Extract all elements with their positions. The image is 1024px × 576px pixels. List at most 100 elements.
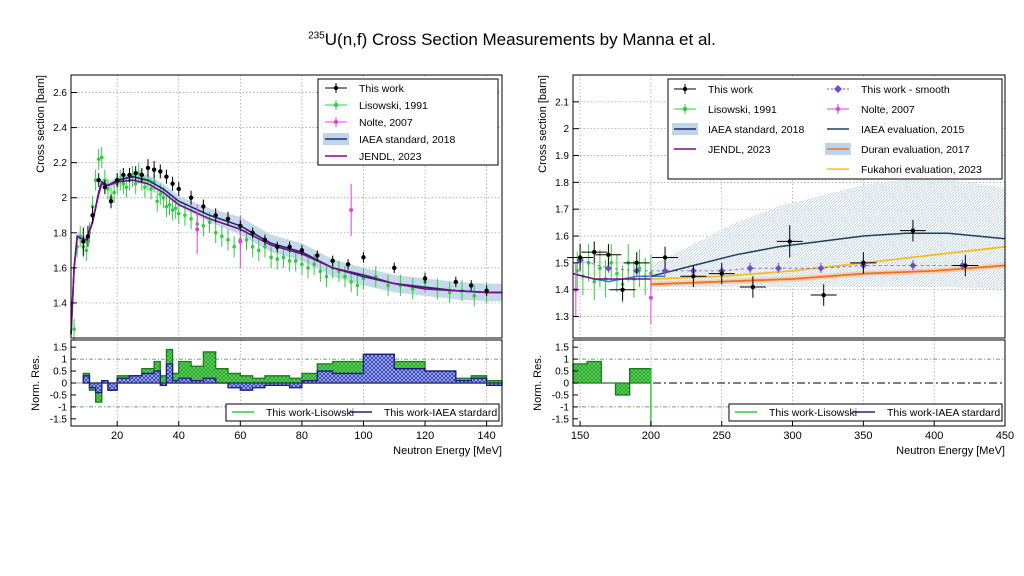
left-bottom-xlabel: Neutron Energy [MeV] [393,445,502,457]
lisowski-marker [183,213,187,218]
lisowski-marker [318,269,323,274]
right-top-legend-5-label: IAEA evaluation, 2015 [861,124,964,136]
right-bottom-ylabel: Norm. Res. [532,355,544,411]
this-work-high-marker [787,239,792,244]
this-work-high-marker [691,274,696,279]
lisowski-marker [96,157,101,161]
this-work-marker [114,178,120,183]
this-work-smooth-marker [817,264,825,272]
this-work-marker [453,279,459,285]
lisowski-high-marker [615,271,619,276]
left-bottom-ytick-label: 1 [61,355,67,366]
left-top-ytick-label: 1.6 [53,263,67,274]
this-work-marker [275,244,280,250]
left-bottom-xtick-label: 120 [416,430,434,442]
this-work-marker [188,195,194,200]
lisowski-marker [256,248,261,253]
lisowski-marker [275,257,280,261]
this-work-high-marker [606,252,611,258]
this-work-high-marker [821,292,826,298]
lisowski-marker [250,245,255,249]
right-top-ytick-label: 1.7 [555,205,569,216]
left-top-legend-4-label: JENDL, 2023 [359,151,422,163]
left-bottom-xtick-label: 140 [477,430,495,442]
this-work-marker [299,248,305,253]
left-bottom-ytick-label: 1.5 [53,343,67,354]
lisowski-marker [164,204,169,209]
this-work-smooth-marker [661,267,669,275]
lisowski-marker [99,155,104,160]
right-top-ytick-label: 1.8 [555,178,569,189]
right-bottom-xtick-label: 400 [925,430,943,442]
left-top-ytick-label: 1.8 [53,228,67,239]
left-top-ytick-label: 2.6 [53,88,67,99]
this-work-marker [145,165,151,171]
left-bottom-ytick-label: -0.5 [50,390,68,401]
left-bottom-ytick-label: 0 [61,379,67,390]
this-work-marker [250,230,255,235]
lisowski-marker [170,208,175,212]
nolte-marker [195,227,200,232]
lisowski-marker [447,290,452,295]
right-bottom-legend-0-label: This work-Lisowski [769,407,857,419]
this-work-marker [315,253,320,258]
iaea-evaluation-band [650,179,1005,290]
lisowski-high-marker [575,269,580,273]
this-work-marker [139,172,145,178]
this-work-smooth-marker [909,262,917,270]
this-work-marker [422,276,428,281]
lisowski-marker [386,283,390,288]
nolte-high-marker [648,295,653,300]
lisowski-marker [173,206,178,211]
lisowski-marker [136,171,141,175]
right-bottom-xtick-label: 150 [571,430,589,442]
right-bottom-xlabel: Neutron Energy [MeV] [896,445,1005,457]
lisowski-marker [312,262,317,267]
lisowski-high-marker [598,266,602,271]
left-top-legend-box [317,78,499,166]
lisowski-marker [72,327,76,332]
this-work-high-marker [750,284,756,290]
lisowski-marker [324,274,329,279]
right-top-legend-7-label: Duran evaluation, 2017 [861,144,970,156]
lisowski-marker [410,287,415,291]
lisowski-marker [349,280,353,284]
lisowski-high-marker [637,266,642,271]
lisowski-marker [189,216,193,221]
lisowski-marker [281,255,286,260]
this-work-marker [170,181,175,186]
right-bottom-xtick-label: 350 [854,430,872,442]
this-work-marker [151,167,157,172]
right-bottom-legend-1-label: This work-IAEA stardard [887,407,1000,419]
fukahori-line [650,245,1006,280]
this-work-marker [90,213,95,218]
right-top-ytick-label: 1.9 [555,151,569,162]
lisowski-marker [226,238,230,242]
lisowski-marker [343,274,347,279]
left-top-frame [70,74,503,339]
right-top-legend-3-label: Nolte, 2007 [861,104,915,116]
this-work-marker [330,258,335,264]
left-bottom-ytick-label: -1.5 [50,414,68,425]
this-work-high-marker [634,260,639,266]
lisowski-marker [167,202,172,207]
right-top-ytick-label: 2.1 [555,97,569,108]
right-top-legend-3-swatch-dot [835,106,841,112]
this-work-high-marker [719,271,724,276]
this-work-marker [345,262,351,267]
right-bottom-ytick-label: -0.5 [552,390,570,401]
this-work-marker [392,265,397,271]
this-work-marker [158,169,163,174]
left-top-legend-0-label: This work [359,83,405,95]
right-bottom-ytick-label: 1.5 [555,343,569,354]
right-top-legend-2-label: Lisowski, 1991 [708,104,777,116]
left-top-ylabel: Cross section [barn] [35,75,47,173]
this-work-high-marker [910,228,916,233]
left-top-legend-3-label: IAEA standard, 2018 [359,134,455,146]
iaea-standard-band [71,173,502,338]
this-work-high-marker [592,249,597,255]
right-top-legend: This work This work - smooth Lisowski, 199… [667,78,1003,180]
this-work-marker [201,204,206,209]
lisowski-marker [207,220,212,225]
lisowski-marker [232,245,236,249]
